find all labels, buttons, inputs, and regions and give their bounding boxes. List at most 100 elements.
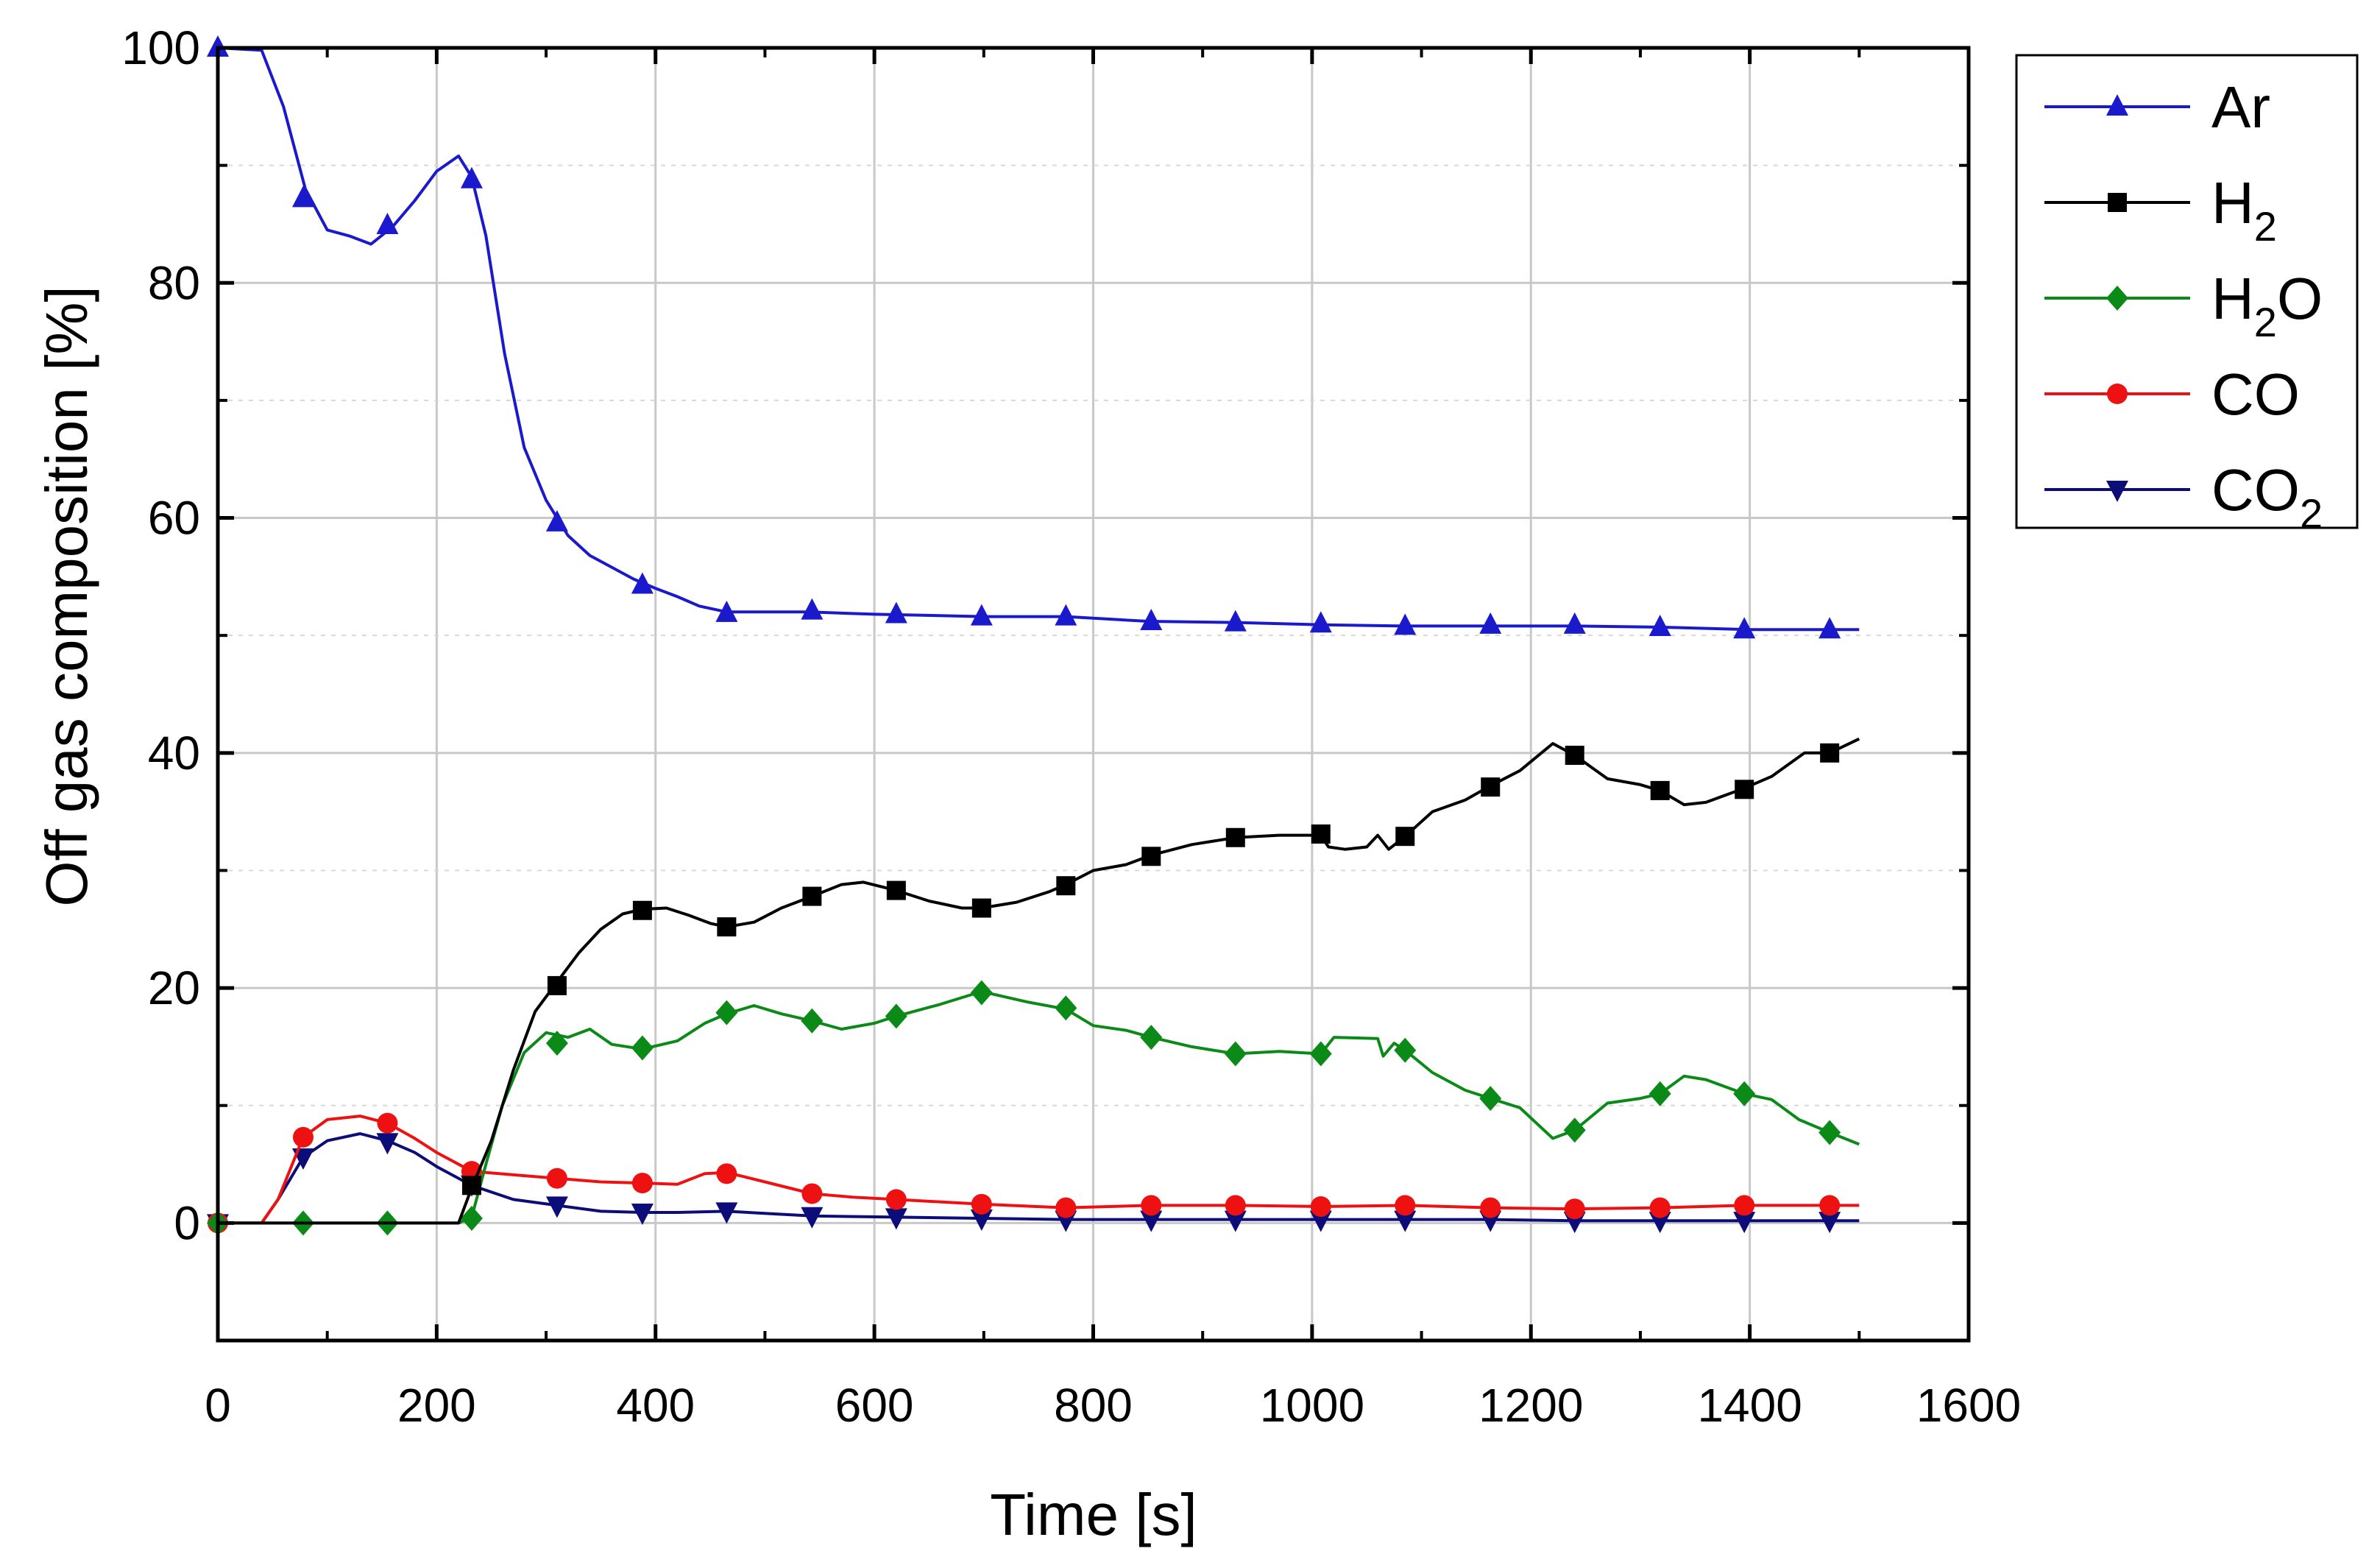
legend-item-co: CO: [2044, 361, 2300, 427]
data-point-h2: [1820, 743, 1840, 763]
legend-item-ar: Ar: [2044, 74, 2270, 140]
legend-marker-co: [2107, 384, 2128, 404]
legend-label-h2o: H2O: [2211, 266, 2323, 345]
x-tick-label: 1000: [1260, 1379, 1364, 1432]
series-line-h2: [218, 737, 1860, 1225]
data-point-co: [885, 1189, 907, 1210]
y-axis-title: Off gas composition [%]: [34, 286, 99, 906]
x-tick-label: 200: [397, 1379, 476, 1432]
y-tick-label: 20: [148, 961, 200, 1014]
data-point-h2: [717, 917, 737, 937]
data-point-co2: [1733, 1212, 1756, 1234]
x-tick-label: 0: [205, 1379, 231, 1432]
data-point-co: [971, 1193, 992, 1215]
data-point-h2o: [1818, 1120, 1841, 1145]
data-point-h2: [1481, 777, 1501, 797]
data-point-h2o: [1563, 1117, 1586, 1143]
data-point-co2: [801, 1207, 824, 1229]
data-point-h2o: [1140, 1025, 1163, 1050]
data-point-co: [377, 1112, 398, 1134]
data-point-ar: [1140, 609, 1163, 631]
data-point-h2o: [970, 980, 993, 1006]
data-point-h2: [1565, 746, 1584, 766]
legend-label-ar: Ar: [2211, 74, 2270, 140]
data-point-h2o: [1224, 1041, 1247, 1067]
data-point-co2: [715, 1202, 738, 1224]
x-tick-label: 1400: [1697, 1379, 1802, 1432]
data-point-co: [716, 1163, 737, 1184]
legend-marker-ar: [2106, 94, 2128, 116]
series-h2: [218, 737, 1860, 1225]
series-co2: [207, 1132, 1860, 1236]
series-layer: [207, 35, 1860, 1236]
data-point-h2: [1735, 780, 1754, 799]
data-point-h2o: [1648, 1081, 1671, 1106]
data-point-h2: [1650, 780, 1670, 800]
x-tick-label: 600: [835, 1379, 914, 1432]
data-point-h2: [547, 975, 567, 995]
data-point-ar: [1818, 617, 1841, 639]
legend-label-co2: CO2: [2211, 457, 2323, 537]
data-point-ar: [1479, 612, 1502, 634]
data-point-co: [1480, 1197, 1501, 1218]
legend-label-co: CO: [2211, 361, 2300, 427]
data-point-co: [292, 1126, 314, 1148]
data-point-co2: [1140, 1210, 1163, 1232]
data-point-co2: [1309, 1210, 1332, 1232]
data-point-h2: [1141, 847, 1161, 866]
data-point-h2o: [460, 1205, 483, 1231]
legend-box: [2015, 54, 2359, 529]
legend-marker-h2: [2108, 193, 2127, 212]
data-point-co2: [1648, 1212, 1671, 1234]
data-point-h2o: [1733, 1081, 1756, 1106]
tick-layer: 0 200 400 600 800 1000 1200 1400 1600 0 20 40 60 80 10…: [121, 21, 2021, 1432]
data-point-h2: [802, 886, 822, 906]
data-point-co: [631, 1173, 653, 1194]
data-point-h2: [1395, 827, 1415, 847]
data-point-h2o: [1394, 1037, 1417, 1063]
data-point-ar: [291, 186, 314, 208]
data-point-co2: [1818, 1212, 1841, 1234]
data-point-ar: [545, 509, 568, 532]
data-point-co: [1564, 1198, 1585, 1220]
x-tick-label: 800: [1054, 1379, 1133, 1432]
y-tick-label: 0: [174, 1196, 200, 1249]
legend-item-co2: CO2: [2044, 457, 2323, 537]
data-point-h2o: [631, 1035, 654, 1061]
y-tick-label: 100: [121, 21, 200, 74]
series-line-ar: [217, 46, 1860, 632]
data-point-ar: [1394, 613, 1417, 635]
x-tick-label: 1600: [1916, 1379, 2021, 1432]
data-point-ar: [1563, 612, 1586, 634]
series-line-h2o: [218, 989, 1860, 1225]
series-line-co2: [218, 1132, 1860, 1225]
series-h2o: [207, 980, 1860, 1236]
data-point-co: [1310, 1196, 1331, 1218]
legend-marker-h2o: [2106, 286, 2128, 311]
data-point-co2: [1394, 1210, 1417, 1232]
data-point-ar: [460, 166, 483, 188]
data-point-co: [1141, 1195, 1162, 1216]
data-point-co: [1734, 1195, 1755, 1216]
data-point-h2o: [801, 1008, 824, 1034]
data-point-h2o: [715, 1000, 738, 1025]
data-point-ar: [1648, 615, 1671, 637]
data-point-co2: [885, 1208, 907, 1230]
data-point-co: [1649, 1197, 1671, 1218]
y-tick-label: 40: [148, 727, 200, 780]
data-point-ar: [801, 598, 824, 620]
data-point-co: [1225, 1195, 1246, 1216]
data-point-co: [1819, 1195, 1841, 1216]
data-point-h2: [461, 1176, 481, 1196]
data-point-ar: [970, 604, 993, 626]
data-point-h2: [886, 880, 906, 900]
data-point-h2o: [545, 1031, 568, 1056]
data-point-ar: [885, 601, 907, 624]
data-point-co: [1055, 1197, 1077, 1218]
data-point-ar: [1733, 617, 1756, 639]
series-co: [208, 1112, 1860, 1234]
y-tick-label: 80: [148, 256, 200, 309]
data-point-ar: [715, 600, 738, 622]
data-point-h2: [1311, 824, 1331, 844]
